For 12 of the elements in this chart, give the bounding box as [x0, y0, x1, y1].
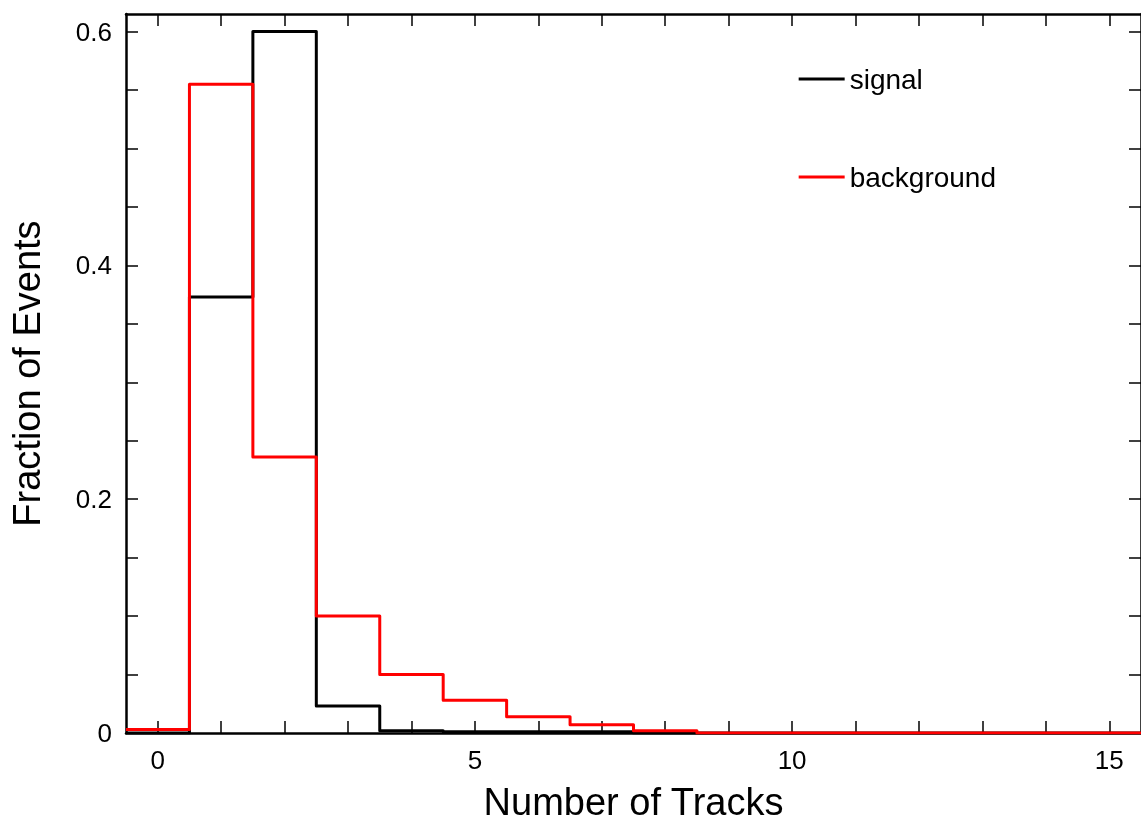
y-tick-label: 0.6 [75, 16, 112, 47]
legend-label: signal [849, 63, 923, 95]
y-tick-label: 0.2 [75, 484, 112, 515]
x-axis-title: Number of Tracks [483, 781, 784, 823]
y-axis-title: Fraction of Events [6, 220, 48, 527]
x-tick-label: 10 [777, 745, 807, 775]
y-tick-label: 0 [97, 718, 112, 748]
legend-label: background [849, 161, 997, 193]
x-tick-label: 5 [467, 745, 483, 775]
y-tick-label: 0.4 [75, 250, 112, 281]
x-tick-label: 15 [1094, 745, 1124, 775]
x-tick-label: 0 [150, 745, 165, 775]
